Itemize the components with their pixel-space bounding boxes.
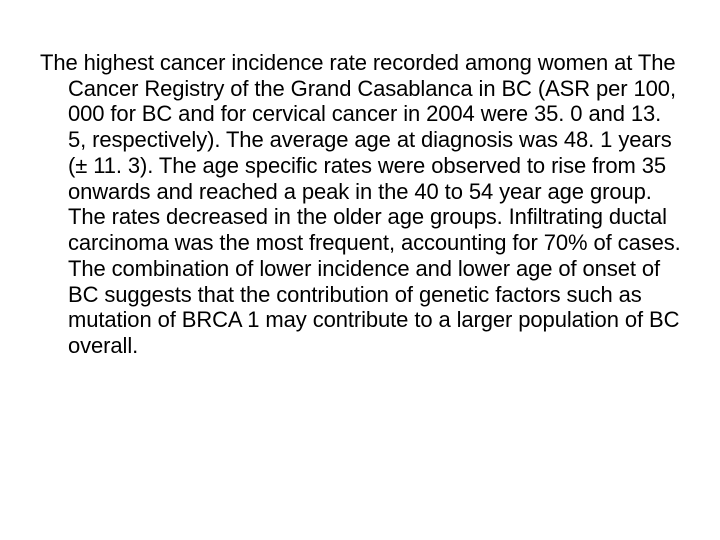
body-paragraph: The highest cancer incidence rate record…	[40, 50, 682, 359]
slide: The highest cancer incidence rate record…	[0, 0, 720, 540]
